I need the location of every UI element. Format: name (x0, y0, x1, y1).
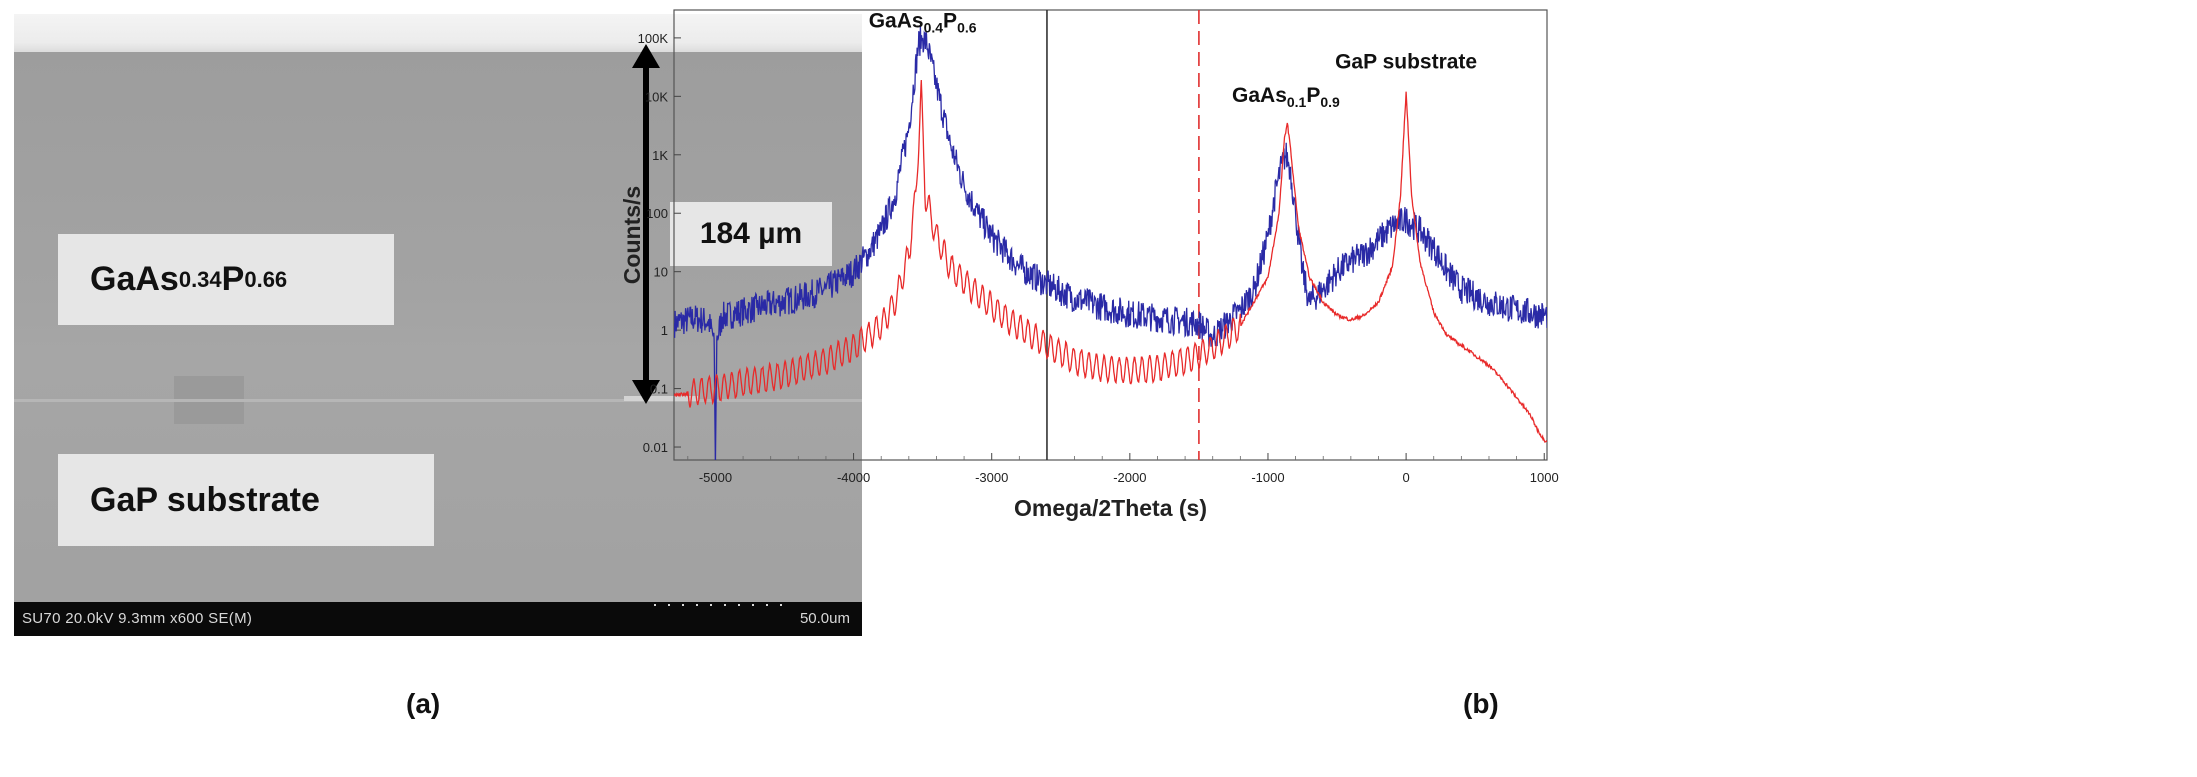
sem-interface-line (14, 399, 862, 402)
series-line-2 (674, 79, 1547, 443)
series-line-1 (674, 26, 1547, 460)
y-tick-label: 1 (661, 323, 668, 338)
y-tick-label: 10 (654, 265, 668, 280)
sem-info-text: SU70 20.0kV 9.3mm x600 SE(M) (22, 610, 253, 627)
caption-b: (b) (1463, 688, 1499, 719)
x-axis-title: Omega/2Theta (s) (1014, 495, 1207, 521)
x-tick-label: 0 (1402, 470, 1409, 485)
thickness-arrow (632, 44, 660, 404)
y-axis-title: Counts/s (620, 186, 645, 284)
y-tick-label: 0.1 (650, 382, 668, 397)
xrd-chart: -5000 -4000 -3000 -2000 -1000 0 1000 0.01 0.1 1 10… (620, 9, 1559, 521)
sem-scale-bar (654, 604, 794, 606)
x-tick-label: -3000 (975, 470, 1008, 485)
sem-scale-text: 50.0um (799, 610, 850, 627)
x-tick-label: 1000 (1530, 470, 1559, 485)
caption-a: (a) (406, 688, 441, 719)
x-tick-label: -1000 (1251, 470, 1284, 485)
peak-label-1: GaAs0.4P0.6 (869, 10, 977, 36)
y-tick-label: 100 (646, 206, 668, 221)
thickness-label: 184 µm (670, 202, 832, 266)
plot-frame (673, 9, 1548, 461)
x-tick-label: -4000 (837, 470, 870, 485)
sem-info-bar: SU70 20.0kV 9.3mm x600 SE(M) 50.0um (14, 602, 862, 636)
sem-top-edge (14, 14, 862, 52)
layer-label: GaAs 0.34 P 0.66 (58, 234, 394, 325)
peak-label-3: GaP substrate (1335, 50, 1477, 73)
y-tick-label: 10K (645, 89, 668, 104)
x-tick-label: -2000 (1113, 470, 1146, 485)
substrate-label: GaP substrate (58, 454, 434, 546)
y-tick-label: 1K (652, 148, 668, 163)
sem-interface-marker (624, 396, 698, 401)
x-tick-label: -5000 (699, 470, 732, 485)
y-tick-label: 100K (638, 31, 669, 46)
y-tick-label: 0.01 (643, 440, 668, 455)
peak-label-2: GaAs0.1P0.9 (1232, 84, 1340, 110)
